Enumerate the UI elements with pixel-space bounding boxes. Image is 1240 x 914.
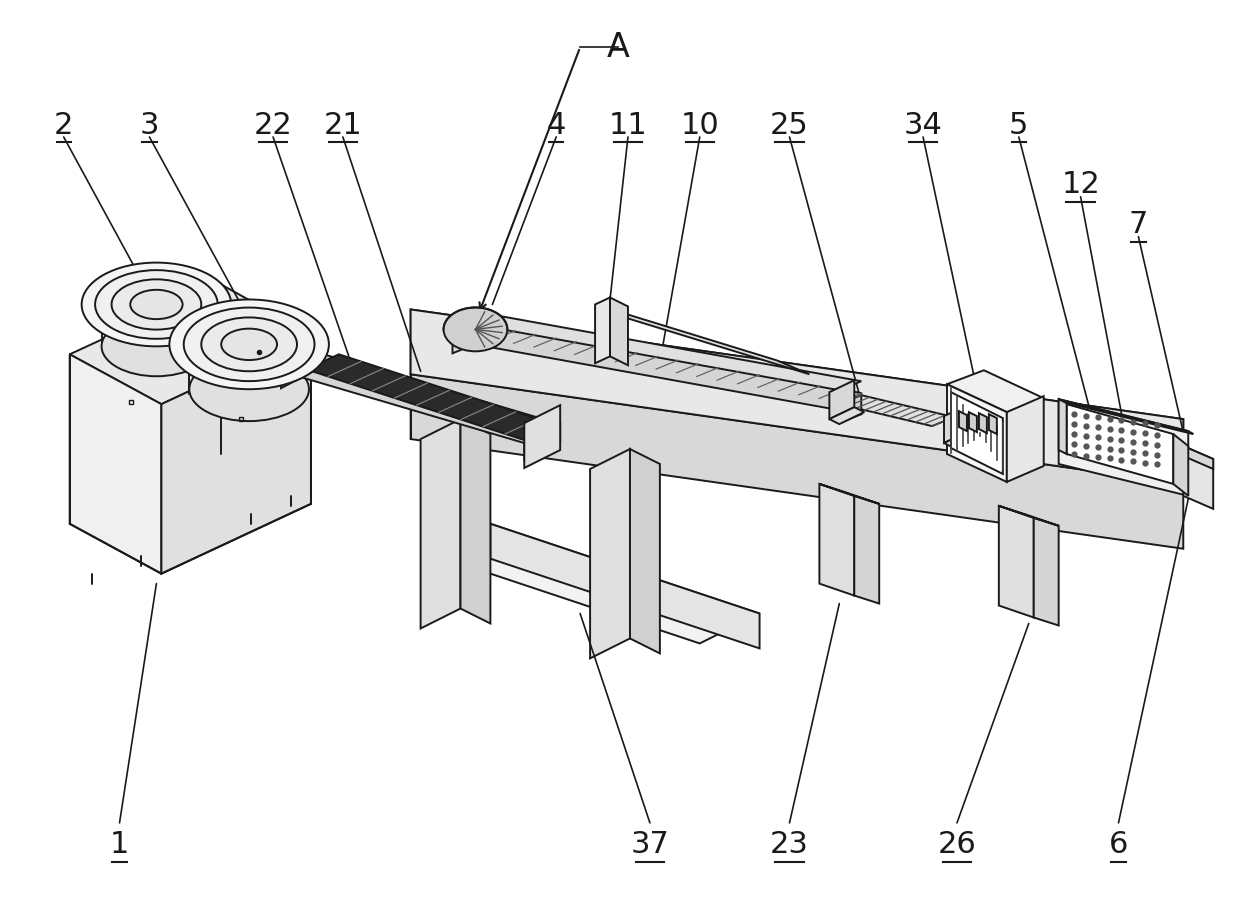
- Polygon shape: [630, 449, 660, 654]
- Polygon shape: [590, 449, 630, 658]
- Polygon shape: [978, 413, 987, 433]
- Polygon shape: [430, 524, 760, 643]
- Text: 10: 10: [681, 111, 719, 140]
- Ellipse shape: [444, 307, 507, 351]
- Polygon shape: [453, 312, 862, 390]
- Text: 4: 4: [547, 111, 565, 140]
- Polygon shape: [999, 505, 1034, 618]
- Polygon shape: [947, 370, 1044, 412]
- Polygon shape: [410, 310, 1183, 484]
- Polygon shape: [854, 496, 879, 603]
- Ellipse shape: [82, 262, 231, 346]
- Text: 1: 1: [110, 830, 129, 859]
- Polygon shape: [475, 324, 862, 414]
- Polygon shape: [595, 297, 610, 363]
- Text: 2: 2: [55, 111, 73, 140]
- Polygon shape: [525, 405, 560, 468]
- Ellipse shape: [130, 290, 182, 319]
- Text: 34: 34: [904, 111, 942, 140]
- Text: 23: 23: [770, 830, 808, 859]
- Polygon shape: [281, 352, 560, 443]
- Text: 6: 6: [1109, 830, 1128, 859]
- Polygon shape: [1059, 399, 1188, 496]
- Polygon shape: [944, 404, 968, 443]
- Polygon shape: [410, 310, 1183, 484]
- Text: 3: 3: [140, 111, 159, 140]
- Polygon shape: [1183, 446, 1213, 469]
- Polygon shape: [1059, 399, 1193, 434]
- Polygon shape: [944, 431, 978, 448]
- Ellipse shape: [190, 357, 309, 421]
- Ellipse shape: [184, 307, 315, 381]
- Polygon shape: [1034, 518, 1059, 625]
- Polygon shape: [968, 412, 977, 432]
- Polygon shape: [453, 324, 862, 402]
- Polygon shape: [830, 380, 854, 420]
- Polygon shape: [820, 484, 879, 504]
- Polygon shape: [988, 414, 997, 434]
- Polygon shape: [69, 355, 161, 574]
- Polygon shape: [1183, 446, 1213, 509]
- Ellipse shape: [112, 280, 201, 330]
- Polygon shape: [947, 384, 1007, 482]
- Polygon shape: [1059, 399, 1066, 454]
- Polygon shape: [420, 420, 460, 629]
- Polygon shape: [1066, 404, 1173, 484]
- Polygon shape: [959, 411, 967, 431]
- Text: 11: 11: [609, 111, 647, 140]
- Ellipse shape: [102, 316, 211, 377]
- Polygon shape: [951, 392, 1003, 474]
- Polygon shape: [610, 297, 627, 366]
- Text: 12: 12: [1061, 170, 1100, 199]
- Polygon shape: [839, 395, 954, 426]
- Polygon shape: [1173, 434, 1188, 496]
- Text: 7: 7: [1128, 210, 1148, 239]
- Polygon shape: [490, 524, 760, 648]
- Polygon shape: [999, 505, 1059, 526]
- Text: A: A: [606, 31, 630, 64]
- Ellipse shape: [221, 329, 277, 360]
- Polygon shape: [525, 424, 560, 460]
- Polygon shape: [1007, 396, 1044, 482]
- Polygon shape: [161, 335, 311, 574]
- Ellipse shape: [95, 271, 218, 339]
- Polygon shape: [595, 304, 810, 374]
- Text: 5: 5: [1009, 111, 1028, 140]
- Text: 25: 25: [770, 111, 808, 140]
- Text: 37: 37: [630, 830, 670, 859]
- Polygon shape: [430, 524, 490, 589]
- Polygon shape: [839, 395, 862, 423]
- Polygon shape: [830, 407, 864, 424]
- Text: 26: 26: [937, 830, 976, 859]
- Text: 21: 21: [324, 111, 362, 140]
- Ellipse shape: [201, 317, 298, 371]
- Text: 22: 22: [254, 111, 293, 140]
- Polygon shape: [281, 352, 317, 388]
- Polygon shape: [306, 355, 560, 441]
- Polygon shape: [410, 374, 1183, 548]
- Ellipse shape: [170, 300, 329, 389]
- Polygon shape: [69, 284, 311, 404]
- Polygon shape: [460, 420, 490, 623]
- Polygon shape: [820, 484, 854, 596]
- Polygon shape: [453, 324, 475, 354]
